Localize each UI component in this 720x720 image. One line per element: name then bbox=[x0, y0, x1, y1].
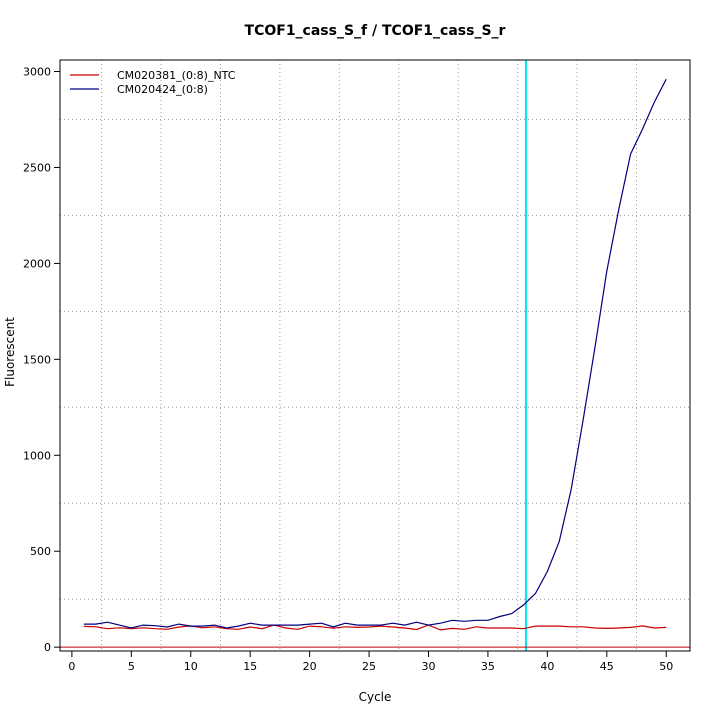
x-tick-label: 50 bbox=[659, 660, 673, 673]
x-tick-label: 0 bbox=[68, 660, 75, 673]
x-axis-label: Cycle bbox=[359, 690, 392, 704]
series-lines bbox=[83, 78, 667, 631]
y-tick-label: 2000 bbox=[23, 257, 51, 270]
x-tick-label: 5 bbox=[128, 660, 135, 673]
plot-area-frame bbox=[59, 59, 691, 652]
y-tick-label: 3000 bbox=[23, 66, 51, 79]
legend-label-2: CM020424_(0:8) bbox=[117, 83, 208, 96]
series-line-2 bbox=[83, 78, 667, 629]
y-axis: 0 500 1000 1500 2000 2500 3000 bbox=[23, 66, 60, 654]
chart-title: TCOF1_cass_S_f / TCOF1_cass_S_r bbox=[245, 23, 506, 39]
x-tick-label: 35 bbox=[481, 660, 495, 673]
y-tick-label: 500 bbox=[30, 545, 51, 558]
x-tick-label: 45 bbox=[600, 660, 614, 673]
series-line-1 bbox=[83, 624, 667, 631]
y-axis-label: Fluorescent bbox=[3, 317, 17, 387]
x-axis: 0 5 10 15 20 25 30 35 40 45 50 bbox=[68, 651, 673, 673]
y-tick-label: 1000 bbox=[23, 449, 51, 462]
x-tick-label: 15 bbox=[243, 660, 257, 673]
y-tick-label: 1500 bbox=[23, 353, 51, 366]
y-tick-label: 0 bbox=[44, 641, 51, 654]
x-tick-label: 25 bbox=[362, 660, 376, 673]
y-tick-label: 2500 bbox=[23, 161, 51, 174]
legend-label-1: CM020381_(0:8)_NTC bbox=[117, 69, 236, 82]
x-tick-label: 40 bbox=[540, 660, 554, 673]
x-tick-label: 10 bbox=[184, 660, 198, 673]
x-tick-label: 20 bbox=[303, 660, 317, 673]
x-tick-label: 30 bbox=[421, 660, 435, 673]
